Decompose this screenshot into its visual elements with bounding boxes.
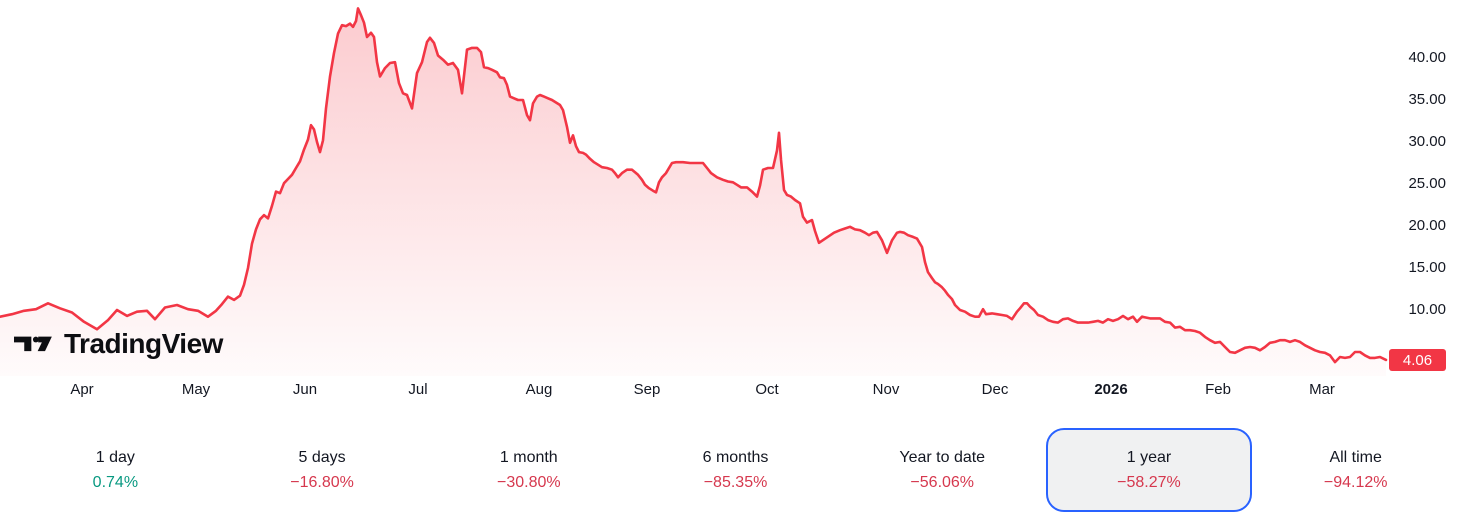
price-axis-label: 25.00 <box>1408 175 1446 192</box>
range-button-all-time[interactable]: All time −94.12% <box>1252 428 1459 512</box>
range-label: Year to date <box>899 448 986 466</box>
time-axis-label: May <box>181 381 211 398</box>
range-change-percent: 0.74% <box>92 473 139 491</box>
time-axis-label: Jun <box>292 381 318 398</box>
last-price-value: 4.06 <box>1402 351 1433 369</box>
chart-area-fill <box>0 8 1386 376</box>
range-label: 5 days <box>298 448 346 466</box>
price-axis-label: 30.00 <box>1408 133 1446 150</box>
time-axis-label: Mar <box>1309 381 1335 398</box>
range-label: 1 year <box>1126 448 1172 466</box>
range-change-percent: −85.35% <box>703 473 768 491</box>
range-label: 1 month <box>499 448 558 466</box>
range-button-year-to-date[interactable]: Year to date −56.06% <box>839 428 1046 512</box>
price-axis-label: 20.00 <box>1408 217 1446 234</box>
range-button-1-month[interactable]: 1 month −30.80% <box>425 428 632 512</box>
time-axis-label: 2026 <box>1094 381 1128 398</box>
time-axis-label: Oct <box>755 381 779 398</box>
price-axis-label: 40.00 <box>1408 49 1446 66</box>
time-axis-label: Jul <box>408 381 428 398</box>
range-selector: 1 day 0.74% 5 days −16.80% 1 month −30.80% 6 m… <box>12 428 1459 512</box>
tradingview-logo[interactable]: TradingView <box>14 328 223 360</box>
price-chart[interactable]: 40.00 35.00 30.00 25.00 20.00 15.00 10.00 4.06… <box>0 0 1471 400</box>
time-axis-label: Dec <box>981 381 1009 398</box>
area-chart-canvas <box>0 7 1388 376</box>
time-axis-label: Nov <box>872 381 900 398</box>
range-button-1-year[interactable]: 1 year −58.27% <box>1045 428 1253 512</box>
time-axis-label: Sep <box>633 381 661 398</box>
range-label: All time <box>1329 448 1382 466</box>
time-axis-label: Apr <box>70 381 94 398</box>
tradingview-logo-text: TradingView <box>64 328 223 359</box>
range-change-percent: −30.80% <box>496 473 561 491</box>
range-change-percent: −16.80% <box>290 473 354 491</box>
tradingview-logo-icon <box>14 336 52 352</box>
time-axis-label: Feb <box>1205 381 1231 398</box>
last-price-tag: 4.06 <box>1389 349 1446 371</box>
range-button-6-months[interactable]: 6 months −85.35% <box>632 428 839 512</box>
range-label: 6 months <box>702 448 769 466</box>
range-button-5-days[interactable]: 5 days −16.80% <box>219 428 426 512</box>
price-axis-label: 35.00 <box>1408 91 1446 108</box>
price-axis-label: 15.00 <box>1408 259 1446 276</box>
price-axis-label: 10.00 <box>1408 301 1446 318</box>
range-label: 1 day <box>95 448 135 466</box>
range-change-percent: −56.06% <box>910 473 975 491</box>
chart-price-line <box>0 7 1388 364</box>
time-axis-label: Aug <box>525 381 553 398</box>
range-button-1-day[interactable]: 1 day 0.74% <box>12 428 219 512</box>
range-change-percent: −58.27% <box>1117 473 1181 491</box>
range-change-percent: −94.12% <box>1323 473 1388 491</box>
